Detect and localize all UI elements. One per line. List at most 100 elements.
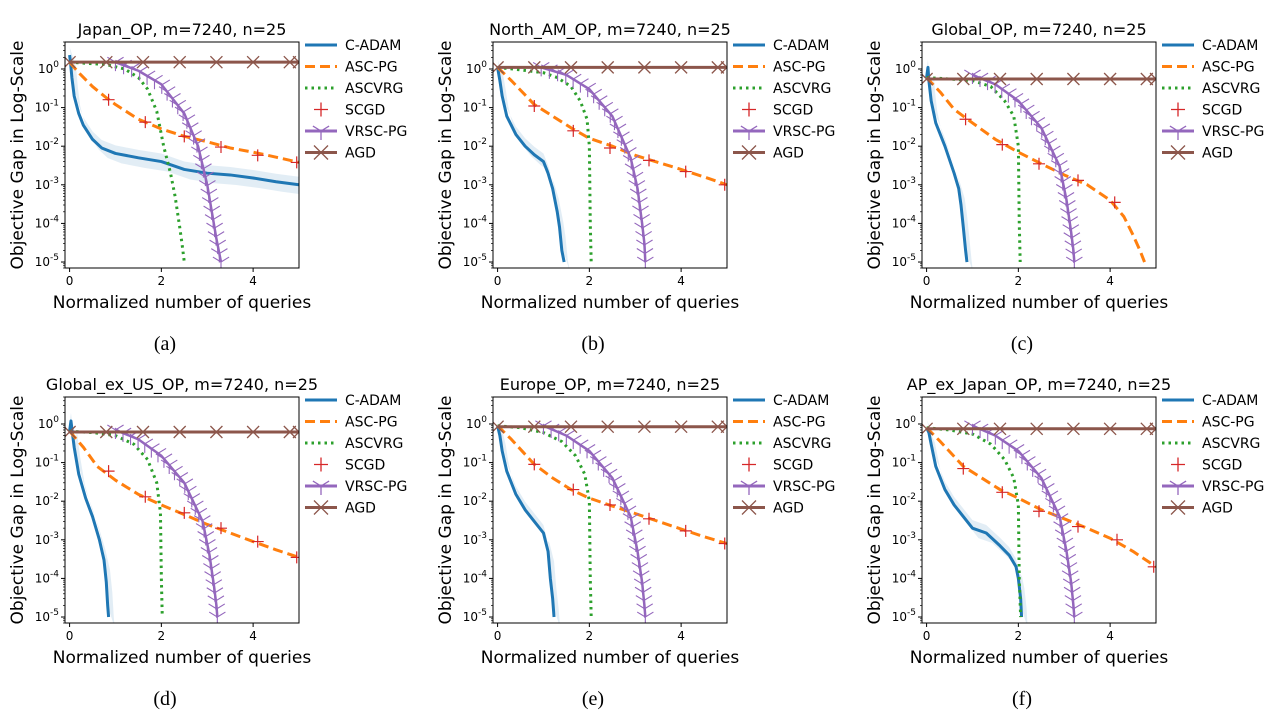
agd-marker (1066, 422, 1080, 436)
vrscpg-marker (1050, 160, 1068, 175)
y-tick-label: 100 (38, 60, 59, 76)
scgd-marker (178, 506, 191, 519)
scgd-marker (102, 465, 115, 478)
agd-marker (1140, 72, 1154, 86)
y-axis-label: Objective Gap in Log-Scale (436, 41, 456, 270)
series-line-c-adam (496, 67, 566, 263)
vrscpg-marker (1012, 98, 1030, 113)
x-tick-label: 2 (1015, 274, 1023, 288)
legend-item: VRSC-PG (1162, 124, 1264, 140)
vrscpg-marker (1034, 475, 1052, 490)
agd-marker (956, 422, 970, 436)
agd-marker (637, 60, 651, 74)
y-tick-label: 10-2 (892, 492, 916, 508)
agd-marker (601, 420, 615, 434)
vrscpg-marker (1023, 110, 1040, 126)
agd-marker (246, 55, 260, 69)
legend-item: VRSC-PG (1162, 479, 1264, 495)
y-axis-label: Objective Gap in Log-Scale (436, 396, 456, 625)
legend-item: ASCVRG (305, 436, 403, 452)
scgd-marker (139, 116, 152, 129)
vrscpg-marker (1036, 130, 1054, 146)
legend-label: ASCVRG (1202, 81, 1260, 97)
vrscpg-marker (1024, 462, 1042, 477)
vrscpg-marker (212, 256, 230, 268)
y-tick-label: 10-4 (35, 569, 60, 585)
x-tick-label: 0 (66, 629, 74, 643)
series-line-ascvrg (497, 65, 593, 263)
series-line-ascvrg (497, 424, 593, 618)
x-tick-label: 4 (677, 629, 685, 643)
vrscpg-marker (188, 138, 206, 153)
legend-item: ASC-PG (733, 60, 826, 76)
legend-item: ASCVRG (733, 81, 831, 97)
series-scgd (959, 113, 1121, 209)
agd-marker (493, 60, 505, 74)
series-line-c-adam (496, 425, 556, 618)
scgd-marker (1072, 174, 1084, 187)
y-tick-label: 10-3 (892, 531, 916, 547)
agd-marker (1149, 72, 1156, 86)
series-line-asc-pg (496, 66, 727, 187)
agd-marker (136, 55, 150, 69)
scgd-marker (102, 93, 115, 106)
x-axis-label: Normalized number of queries (53, 293, 312, 313)
scgd-marker (139, 490, 152, 503)
vrscpg-marker (986, 78, 1004, 94)
vrscpg-marker (590, 95, 608, 110)
vrscpg-marker (606, 115, 623, 131)
x-tick-label: 2 (158, 274, 166, 288)
legend-item: AGD (1162, 145, 1233, 162)
series-asc-pg (68, 61, 299, 164)
legend-item: SCGD (742, 102, 813, 119)
scgd-marker (957, 462, 970, 475)
legend-swatch-marker (740, 125, 758, 140)
vrscpg-marker (146, 74, 163, 90)
series-vrsc-pg (964, 69, 1083, 268)
legend-label: ASC-PG (345, 415, 398, 431)
agd-marker (292, 55, 299, 69)
legend-label: SCGD (345, 458, 385, 474)
vrscpg-marker (179, 485, 197, 501)
vrscpg-marker (129, 433, 147, 449)
chart-panel-5: Europe_OP, m=7240, n=25 100 10-1 10-2 10-3 10… (436, 375, 835, 710)
series-ascvrg (926, 76, 1022, 263)
agd-marker (136, 425, 150, 439)
legend-label: VRSC-PG (345, 124, 407, 140)
c-adam-variance-band (497, 59, 570, 268)
agd-marker (637, 420, 651, 434)
c-adam-variance-band (926, 419, 1028, 623)
legend-swatch-marker (741, 145, 757, 160)
vrscpg-marker (636, 611, 654, 623)
scgd-marker (718, 178, 727, 191)
agd-marker (564, 420, 578, 434)
y-tick-label: 100 (895, 60, 916, 76)
series-scgd (102, 465, 299, 564)
scgd-marker (1108, 196, 1121, 209)
chart-title: Global_OP, m=7240, n=25 (931, 20, 1146, 40)
legend-label: AGD (773, 501, 804, 517)
scgd-marker (567, 124, 580, 137)
vrscpg-marker (158, 86, 176, 101)
legend-item: VRSC-PG (733, 124, 835, 140)
legend-swatch-marker (1171, 102, 1185, 117)
y-tick-label: 10-1 (35, 454, 59, 470)
vrscpg-marker (1043, 145, 1061, 160)
vrscpg-marker (595, 462, 613, 477)
x-tick-label: 4 (249, 274, 257, 288)
vrscpg-marker (609, 123, 627, 138)
legend-item: ASCVRG (1162, 436, 1260, 452)
series-ascvrg (69, 429, 164, 618)
agd-marker (493, 420, 505, 434)
scgd-marker (567, 483, 580, 496)
agd-marker (922, 422, 934, 436)
legend-label: ASC-PG (1202, 60, 1255, 76)
legend-label: ASC-PG (773, 60, 826, 76)
y-tick-label: 10-1 (35, 99, 59, 115)
legend-item: C-ADAM (733, 38, 829, 54)
legend-item: ASC-PG (1162, 60, 1255, 76)
series-c-adam (496, 59, 570, 268)
vrscpg-marker (153, 79, 171, 94)
vrscpg-marker (166, 465, 183, 481)
y-tick-label: 10-5 (892, 253, 916, 269)
